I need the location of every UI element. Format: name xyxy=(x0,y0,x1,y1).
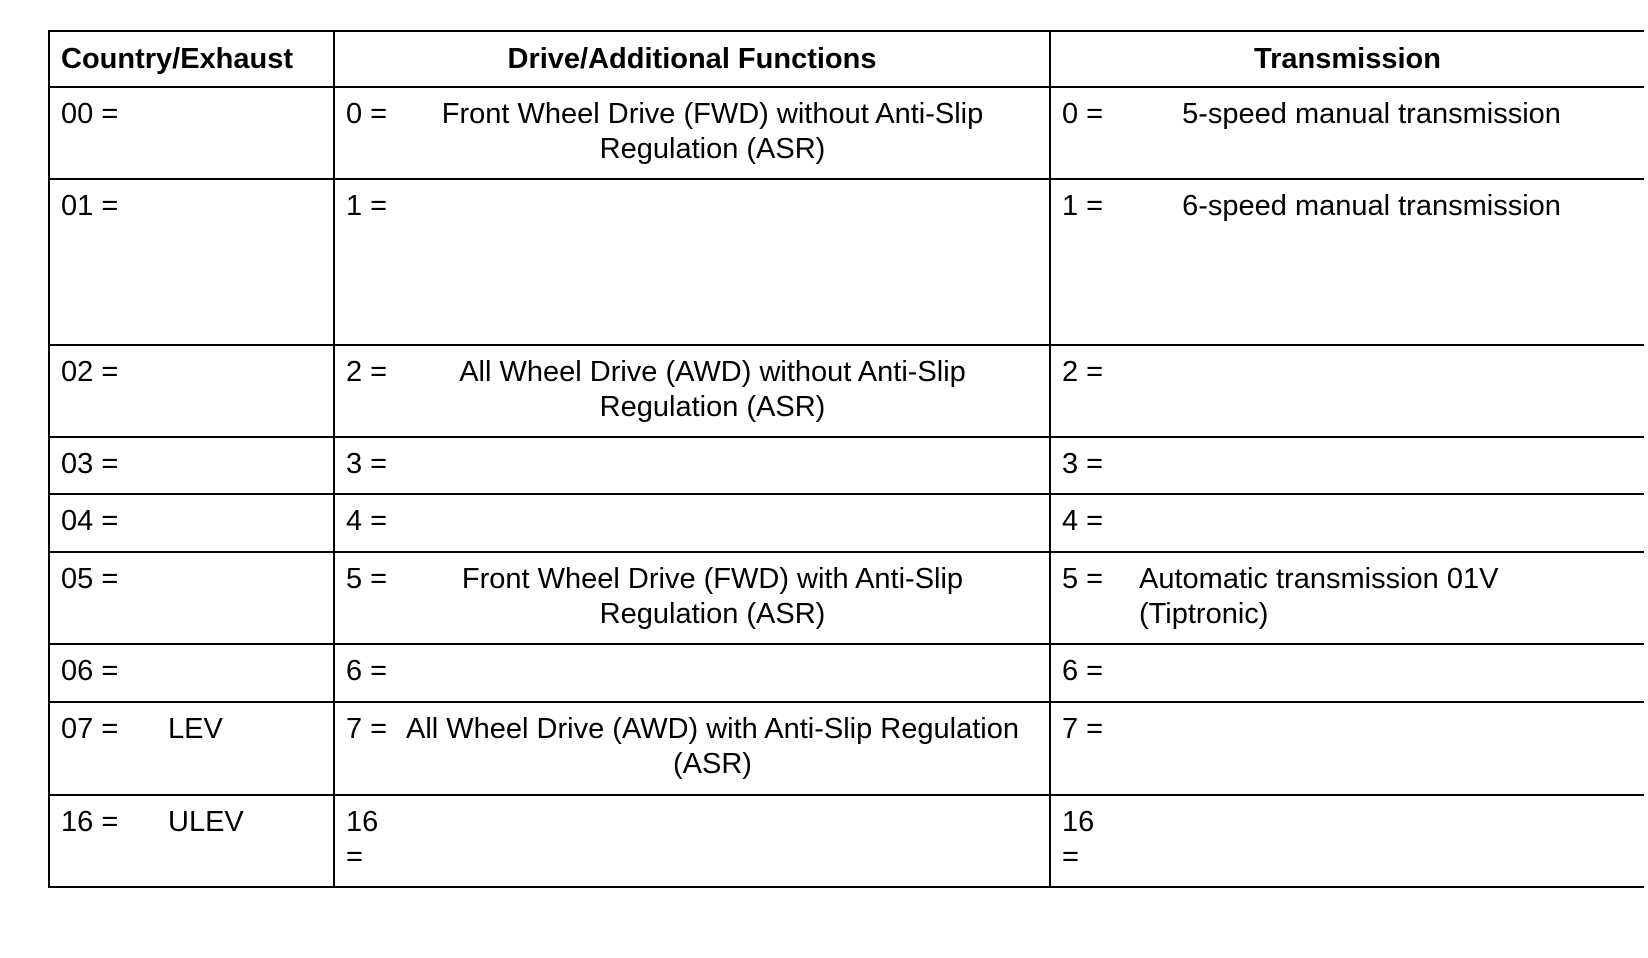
code-value: 5 = xyxy=(1062,563,1104,595)
code-value: 06 = xyxy=(61,655,119,687)
country-cell: 16 = ULEV xyxy=(48,794,335,888)
code-description xyxy=(396,447,1039,482)
trans-cell: 5 = Automatic transmission 01V (Tiptronic… xyxy=(1049,551,1644,645)
trans-cell: 0 = 5-speed manual transmission xyxy=(1049,86,1644,180)
code-description xyxy=(1139,712,1634,747)
country-cell: 06 = xyxy=(48,643,335,703)
code-description: All Wheel Drive (AWD) with Anti-Slip Reg… xyxy=(406,713,1019,780)
code-value: 6 = xyxy=(1062,655,1104,687)
code-value: 00 = xyxy=(61,98,119,130)
code-description xyxy=(168,97,323,132)
header-row: Country/Exhaust Drive/Additional Functio… xyxy=(48,30,1644,88)
code-value: 5 = xyxy=(346,563,388,595)
code-value: 6 = xyxy=(346,655,388,687)
table-row: 02 = 2 = All Wheel Drive (AWD) without Ant… xyxy=(48,344,1644,438)
code-value: 01 = xyxy=(61,190,119,222)
code-value: 16 = xyxy=(61,806,119,838)
drive-cell: 7 = All Wheel Drive (AWD) with Anti-Slip … xyxy=(333,701,1051,796)
code-description: 6-speed manual transmission xyxy=(1182,190,1561,222)
code-value: 0 = xyxy=(1062,98,1104,130)
code-description: Automatic transmission 01V (Tiptronic) xyxy=(1139,563,1499,630)
country-cell: 03 = xyxy=(48,436,335,495)
code-value: 7 = xyxy=(1062,713,1104,745)
code-value: 0 = xyxy=(346,98,388,130)
country-cell: 02 = xyxy=(48,344,335,438)
drive-cell: 4 = xyxy=(333,493,1051,553)
code-value: 1 = xyxy=(1062,190,1104,222)
code-description xyxy=(168,504,323,539)
trans-cell: 7 = xyxy=(1049,701,1644,796)
table-row: 00 = 0 = Front Wheel Drive (FWD) without A… xyxy=(48,86,1644,180)
code-description: 5-speed manual transmission xyxy=(1182,98,1561,130)
drive-cell: 0 = Front Wheel Drive (FWD) without Anti-… xyxy=(333,86,1051,180)
code-description xyxy=(168,654,323,689)
code-description xyxy=(168,189,323,224)
code-value: 16 = xyxy=(346,806,379,873)
header-drive-functions: Drive/Additional Functions xyxy=(333,30,1051,88)
code-value: 03 = xyxy=(61,448,119,480)
drive-cell: 6 = xyxy=(333,643,1051,703)
code-description xyxy=(1139,355,1634,390)
code-value: 02 = xyxy=(61,356,119,388)
header-country-exhaust: Country/Exhaust xyxy=(48,30,335,88)
drive-cell: 16 = xyxy=(333,794,1051,888)
header-transmission: Transmission xyxy=(1049,30,1644,88)
code-description xyxy=(168,355,323,390)
code-value: 3 = xyxy=(1062,448,1104,480)
country-cell: 05 = xyxy=(48,551,335,645)
drive-cell: 5 = Front Wheel Drive (FWD) with Anti-Sli… xyxy=(333,551,1051,645)
trans-cell: 1 = 6-speed manual transmission xyxy=(1049,178,1644,346)
code-description: Front Wheel Drive (FWD) without Anti-Sli… xyxy=(441,98,984,165)
code-description xyxy=(386,805,1039,875)
code-value: 4 = xyxy=(1062,505,1104,537)
table-row: 07 = LEV 7 = All Wheel Drive (AWD) with Ant… xyxy=(48,701,1644,796)
drive-cell: 3 = xyxy=(333,436,1051,495)
code-description xyxy=(1139,504,1634,539)
trans-cell: 4 = xyxy=(1049,493,1644,553)
drive-cell: 2 = All Wheel Drive (AWD) without Anti-Sl… xyxy=(333,344,1051,438)
code-description xyxy=(1139,447,1634,482)
code-description: ULEV xyxy=(168,806,244,838)
code-value: 3 = xyxy=(346,448,388,480)
trans-cell: 3 = xyxy=(1049,436,1644,495)
code-value: 2 = xyxy=(1062,356,1104,388)
country-cell: 00 = xyxy=(48,86,335,180)
code-value: 16 = xyxy=(1062,806,1095,873)
code-description: LEV xyxy=(168,713,223,745)
table-row: 01 = 1 = 1 = 6-speed manual transmission xyxy=(48,178,1644,346)
code-description: All Wheel Drive (AWD) without Anti-Slip … xyxy=(459,356,966,423)
country-cell: 01 = xyxy=(48,178,335,346)
code-description xyxy=(396,189,1039,224)
trans-cell: 6 = xyxy=(1049,643,1644,703)
code-description: Front Wheel Drive (FWD) with Anti-Slip R… xyxy=(461,563,964,630)
drive-cell: 1 = xyxy=(333,178,1051,346)
code-value: 2 = xyxy=(346,356,388,388)
table-row: 16 = ULEV 16 = 16 = xyxy=(48,794,1644,888)
code-description xyxy=(1102,805,1634,875)
table-row: 06 = 6 = 6 = xyxy=(48,643,1644,703)
code-value: 4 = xyxy=(346,505,388,537)
code-description xyxy=(396,654,1039,689)
code-value: 1 = xyxy=(346,190,388,222)
code-description xyxy=(168,562,323,597)
country-cell: 07 = LEV xyxy=(48,701,335,796)
trans-cell: 2 = xyxy=(1049,344,1644,438)
code-table: Country/Exhaust Drive/Additional Functio… xyxy=(48,30,1644,888)
table-row: 04 = 4 = 4 = xyxy=(48,493,1644,553)
code-description xyxy=(396,504,1039,539)
trans-cell: 16 = xyxy=(1049,794,1644,888)
table-row: 03 = 3 = 3 = xyxy=(48,436,1644,495)
table-row: 05 = 5 = Front Wheel Drive (FWD) with Anti… xyxy=(48,551,1644,645)
country-cell: 04 = xyxy=(48,493,335,553)
code-value: 04 = xyxy=(61,505,119,537)
code-description xyxy=(168,447,323,482)
code-value: 7 = xyxy=(346,713,388,745)
code-value: 07 = xyxy=(61,713,119,745)
code-value: 05 = xyxy=(61,563,119,595)
code-description xyxy=(1139,654,1634,689)
